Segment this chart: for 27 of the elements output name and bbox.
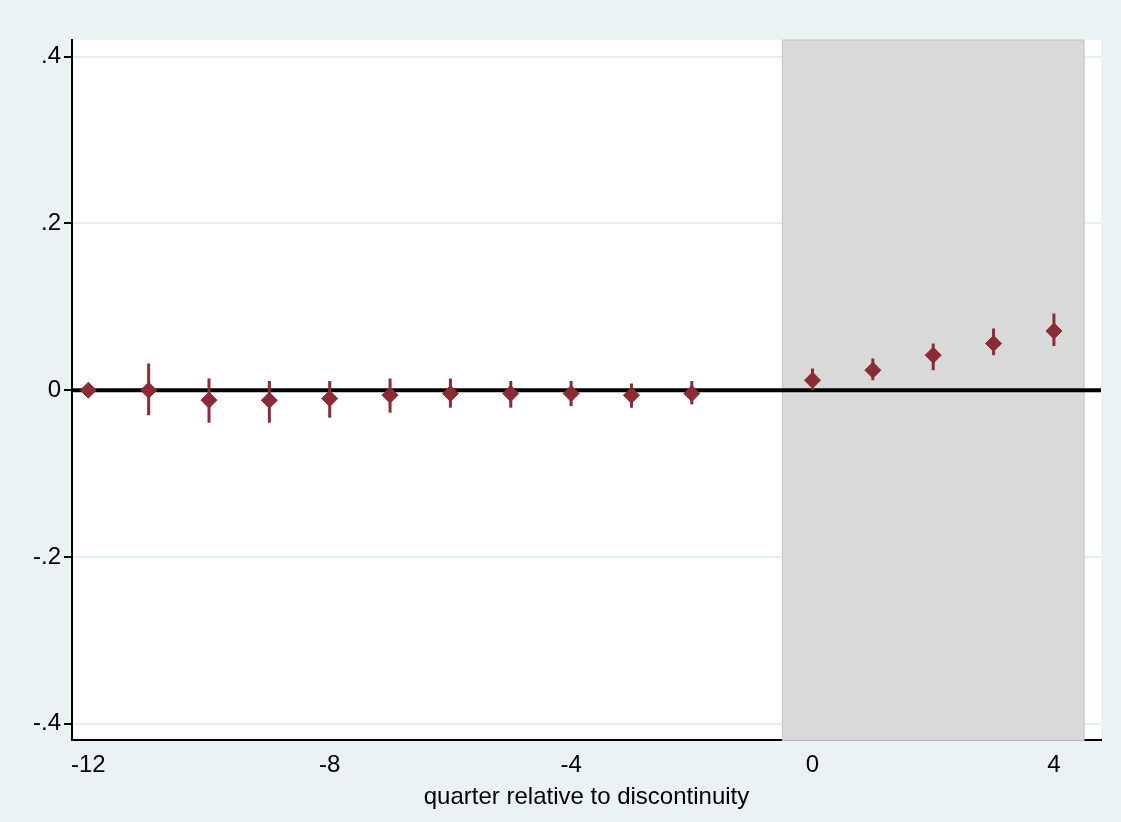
x-tick-label: 4 [1047, 750, 1061, 778]
y-tick-label: 0 [47, 374, 62, 402]
point [140, 381, 158, 399]
point [200, 391, 218, 409]
x-tick-label: 0 [805, 750, 820, 778]
point [502, 385, 520, 403]
point [683, 385, 701, 403]
point [321, 390, 339, 408]
point [864, 361, 882, 379]
y-tick-label: .4 [40, 41, 62, 69]
point [1045, 322, 1063, 340]
point [985, 335, 1003, 353]
y-tick-label: -.4 [32, 708, 62, 736]
x-tick-label: -12 [70, 750, 106, 778]
point [260, 391, 278, 409]
point [441, 385, 459, 403]
x-tick-label: -8 [319, 750, 341, 778]
point [381, 386, 399, 404]
point [79, 381, 97, 399]
point [622, 386, 640, 404]
point [924, 346, 942, 364]
point [562, 385, 580, 403]
y-tick-label: .2 [40, 208, 62, 236]
y-tick-label: -.2 [32, 541, 62, 569]
x-tick-label: -4 [560, 750, 582, 778]
point [804, 371, 822, 389]
x-axis-title: quarter relative to discontinuity [423, 782, 750, 810]
